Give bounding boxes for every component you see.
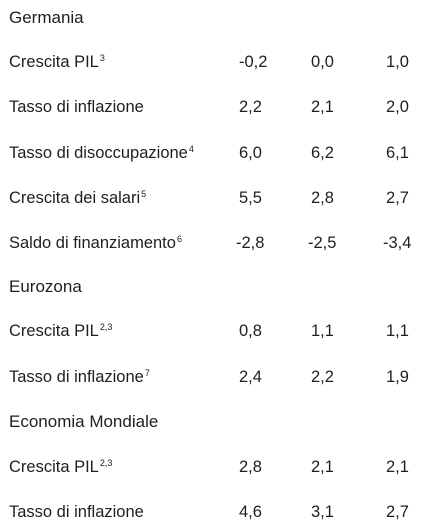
footnote-marker: 5: [141, 189, 147, 199]
row-label: Saldo di finanziamento6: [9, 234, 182, 252]
value-col-1: 2,4: [239, 368, 262, 386]
value-col-3: 2,7: [386, 189, 409, 207]
value-col-1: 0,8: [239, 322, 262, 340]
value-col-1: 2,8: [239, 458, 262, 476]
table-row: Tasso di disoccupazione4 6,0 6,2 6,1: [0, 141, 436, 165]
row-label: Crescita PIL2,3: [9, 458, 113, 476]
value-col-2: 1,1: [311, 322, 334, 340]
row-label: Crescita PIL3: [9, 53, 105, 71]
row-label: Tasso di disoccupazione4: [9, 144, 194, 162]
footnote-marker: 2,3: [99, 322, 113, 332]
value-col-2: 2,8: [311, 189, 334, 207]
footnote-marker: 3: [99, 53, 105, 63]
value-col-2: 6,2: [311, 144, 334, 162]
table-row: Saldo di finanziamento6 -2,8 -2,5 -3,4: [0, 231, 436, 255]
section-heading-eurozona: Eurozona: [0, 275, 436, 299]
value-col-2: 2,2: [311, 368, 334, 386]
row-label: Tasso di inflazione7: [9, 368, 150, 386]
value-col-2: 2,1: [311, 98, 334, 116]
value-col-2: 2,1: [311, 458, 334, 476]
value-col-3: 1,1: [386, 322, 409, 340]
table-row: Tasso di inflazione7 2,4 2,2 1,9: [0, 365, 436, 389]
value-col-3: 1,9: [386, 368, 409, 386]
footnote-marker: 7: [144, 368, 150, 378]
section-heading-germania: Germania: [0, 6, 436, 30]
value-col-3: 2,1: [386, 458, 409, 476]
value-col-1: 5,5: [239, 189, 262, 207]
section-title: Germania: [9, 8, 84, 27]
value-col-1: -2,8: [236, 234, 265, 252]
row-label: Tasso di inflazione: [9, 98, 144, 116]
value-col-2: -2,5: [308, 234, 337, 252]
table-row: Tasso di inflazione 2,2 2,1 2,0: [0, 95, 436, 119]
value-col-1: 4,6: [239, 503, 262, 521]
value-col-1: 6,0: [239, 144, 262, 162]
value-col-2: 0,0: [311, 53, 334, 71]
table-row: Crescita dei salari5 5,5 2,8 2,7: [0, 186, 436, 210]
row-label: Tasso di inflazione: [9, 503, 144, 521]
row-label: Crescita PIL2,3: [9, 322, 113, 340]
value-col-3: 2,0: [386, 98, 409, 116]
section-heading-economia-mondiale: Economia Mondiale: [0, 410, 436, 434]
value-col-3: 2,7: [386, 503, 409, 521]
value-col-2: 3,1: [311, 503, 334, 521]
table-row: Crescita PIL2,3 2,8 2,1 2,1: [0, 455, 436, 479]
footnote-marker: 6: [176, 234, 182, 244]
footnote-marker: 2,3: [99, 458, 113, 468]
section-title: Economia Mondiale: [9, 412, 159, 431]
value-col-3: 6,1: [386, 144, 409, 162]
section-title: Eurozona: [9, 277, 82, 296]
table-row: Tasso di inflazione 4,6 3,1 2,7: [0, 500, 436, 524]
row-label: Crescita dei salari5: [9, 189, 147, 207]
footnote-marker: 4: [188, 144, 194, 154]
table-row: Crescita PIL3 -0,2 0,0 1,0: [0, 50, 436, 74]
value-col-1: -0,2: [239, 53, 268, 71]
value-col-3: 1,0: [386, 53, 409, 71]
value-col-3: -3,4: [383, 234, 412, 252]
value-col-1: 2,2: [239, 98, 262, 116]
table-row: Crescita PIL2,3 0,8 1,1 1,1: [0, 319, 436, 343]
